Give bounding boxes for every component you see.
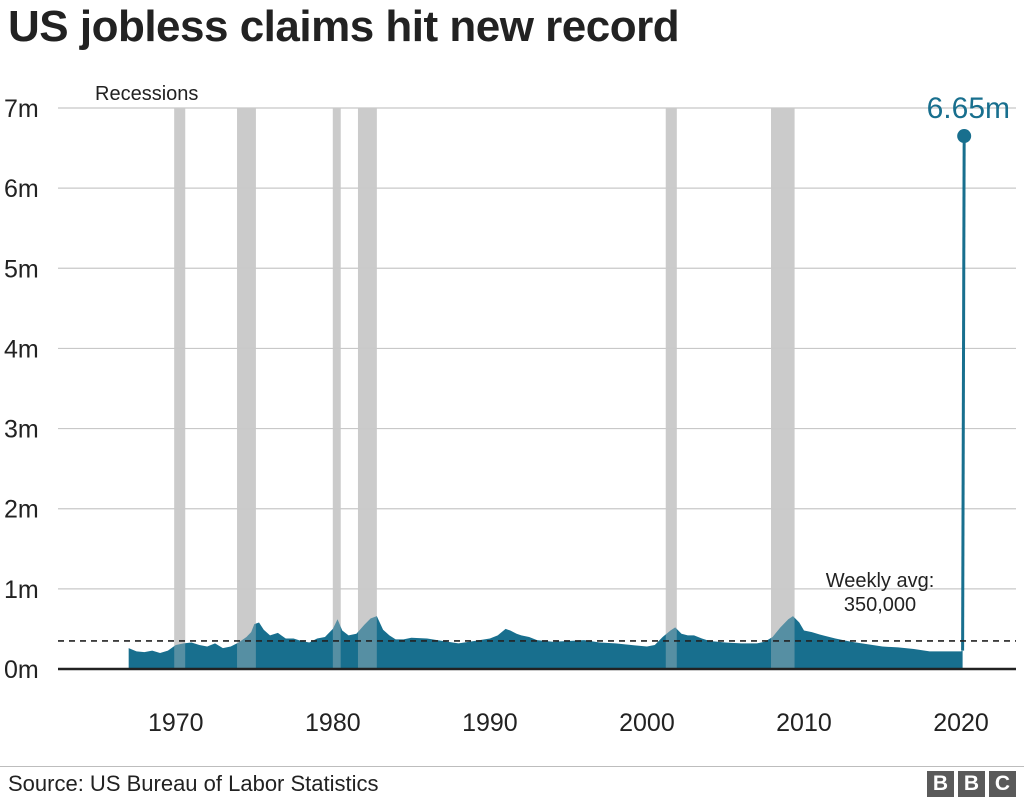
recession-overlay — [332, 108, 341, 669]
recession-band — [357, 108, 377, 669]
jobless-claims-chart: 0m 1m 2m 3m 4m 5m 6m 7m 1970 1980 1990 2000 2010 2020… — [4, 83, 1016, 737]
y-tick-label: 0m — [4, 656, 39, 684]
recession-band — [332, 108, 341, 669]
peak-point — [957, 129, 972, 144]
y-tick-label: 2m — [4, 496, 39, 524]
x-tick-label: 1970 — [148, 709, 204, 737]
recession-overlay — [665, 108, 677, 669]
bbc-logo-letter: B — [958, 771, 985, 797]
chart-labels: 0m 1m 2m 3m 4m 5m 6m 7m 1970 1980 1990 2000 2010 2020… — [4, 83, 1010, 737]
recession-bands — [174, 108, 795, 669]
series-area — [128, 108, 972, 669]
x-tick-label: 1980 — [305, 709, 361, 737]
x-tick-label: 2020 — [933, 709, 989, 737]
recessions-label: Recessions — [95, 83, 198, 105]
y-tick-label: 4m — [4, 335, 39, 363]
recession-overlay — [174, 108, 186, 669]
recession-band — [237, 108, 256, 669]
x-tick-label: 1990 — [462, 709, 518, 737]
bbc-logo: B B C — [927, 771, 1016, 797]
peak-value-label: 6.65m — [927, 92, 1010, 125]
y-tick-label: 1m — [4, 576, 39, 604]
recession-band — [771, 108, 795, 669]
footer-divider — [0, 766, 1024, 767]
grid-lines — [58, 107, 1016, 590]
recession-overlay — [237, 108, 256, 669]
x-tick-label: 2000 — [619, 709, 675, 737]
y-tick-label: 5m — [4, 255, 39, 283]
recession-band — [665, 108, 677, 669]
source-note: Source: US Bureau of Labor Statistics — [8, 771, 379, 796]
recession-overlay — [771, 108, 795, 669]
bbc-logo-letter: C — [989, 771, 1016, 797]
y-tick-label: 6m — [4, 175, 39, 203]
bbc-logo-letter: B — [927, 771, 954, 797]
average-label-line2: 350,000 — [844, 594, 916, 616]
recession-overlay — [357, 108, 377, 669]
y-tick-label: 3m — [4, 416, 39, 444]
y-tick-label: 7m — [4, 95, 39, 123]
x-tick-label: 2010 — [776, 709, 832, 737]
series-spike-line — [961, 136, 966, 651]
average-label-line1: Weekly avg: — [826, 570, 935, 592]
recession-band — [174, 108, 186, 669]
series-area-fill — [128, 616, 963, 669]
chart-title: US jobless claims hit new record — [8, 2, 680, 51]
